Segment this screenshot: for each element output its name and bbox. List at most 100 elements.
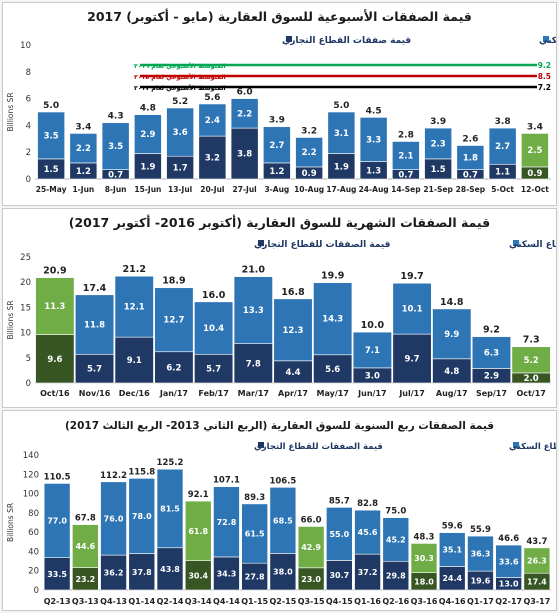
bar-residential: [471, 336, 512, 369]
bar-commercial-label: 9.7: [405, 355, 420, 365]
bar-group: 1.2 2.2 3.4 1-Jun: [69, 122, 98, 194]
bar-total-label: 92.1: [188, 490, 209, 500]
bar-group: 0.7 1.8 2.6 28-Sep: [456, 135, 486, 195]
bar-group: 4.8 9.9 14.8 Aug/17: [432, 297, 472, 398]
bar-group: 30.7 55.0 85.7 Q4-15: [326, 496, 353, 606]
bar-commercial-label: 13.0: [499, 580, 519, 589]
bar-commercial: [432, 358, 472, 384]
bar-residential: [424, 127, 452, 160]
bar-total-label: 43.7: [526, 537, 547, 547]
x-tick-label: Q4-13: [100, 597, 127, 606]
bar-commercial-label: 33.5: [47, 570, 67, 579]
bar-commercial: [134, 153, 162, 180]
x-tick-label: 3-Aug: [264, 185, 289, 194]
bar-commercial-label: 4.4: [285, 368, 300, 378]
bar-residential: [101, 122, 130, 170]
y-tick-label: 8: [26, 68, 31, 78]
y-axis-label: Billions SR: [6, 503, 15, 542]
bar-commercial: [154, 351, 194, 384]
bar-total-label: 2.6: [462, 135, 478, 145]
bar-total-label: 85.7: [329, 496, 350, 506]
x-tick-label: Q3-15: [298, 597, 325, 606]
bar-total-label: 59.6: [442, 522, 463, 532]
quarterly-chart: قيمة الصفقات ربع السنوية للسوق العقارية …: [6, 420, 556, 606]
bar-residential: [352, 331, 392, 369]
bars: 1.5 3.5 5.0 25-May 1.2 2.2 3.4 1-Jun 0.7 3.5 4.3 8-…: [36, 88, 550, 194]
bar-residential: [456, 145, 485, 170]
y-tick-label: 0: [34, 586, 39, 596]
bar-residential-label: 11.3: [44, 302, 65, 312]
bar-total-label: 2.8: [398, 130, 414, 140]
y-tick-label: 100: [23, 490, 39, 500]
y-tick-label: 0: [26, 175, 31, 185]
y-axis-label: Billions SR: [6, 92, 15, 131]
bar-residential-label: 61.8: [188, 527, 208, 536]
bar-group: 1.7 3.6 5.2 13-Jul: [166, 97, 194, 194]
bar-residential: [154, 287, 194, 353]
x-tick-label: 5-Oct: [491, 185, 514, 194]
bar-commercial: [128, 553, 156, 591]
bar-residential-label: 61.5: [245, 530, 265, 539]
bar-total-label: 10.0: [361, 320, 385, 331]
bar-group: 29.8 45.2 75.0 Q2-16: [382, 507, 409, 606]
y-tick-label: 6: [26, 95, 31, 105]
reference-lines: 9.2 المتوسط الأسبوعي لعام ٢٠١٦ 8.5 المتوسط …: [134, 61, 551, 92]
legend-swatch-commercial: [258, 442, 264, 448]
bar-residential-label: 12.3: [283, 326, 304, 336]
bar-group: 23.0 42.9 66.0 Q3-15: [298, 515, 325, 606]
bar-commercial-label: 1.2: [76, 167, 91, 177]
bar-total-label: 3.2: [301, 126, 317, 136]
bar-residential-label: 45.6: [358, 528, 378, 537]
legend-label-commercial: قيمة الصفقات للقطاع التجاري: [254, 240, 391, 250]
bar-total-label: 4.8: [140, 104, 156, 114]
bar-residential-label: 10.4: [203, 324, 224, 334]
bar-residential: [326, 507, 353, 561]
bar-residential-label: 35.1: [442, 546, 462, 555]
bar-residential-label: 10.1: [402, 305, 423, 315]
bar-total-label: 4.5: [366, 106, 382, 116]
legend-swatch-residential: [543, 36, 549, 42]
bar-residential-label: 2.2: [237, 109, 252, 119]
bar-group: 24.4 35.1 59.6 Q4-16: [439, 522, 466, 606]
bar-total-label: 46.6: [498, 534, 519, 544]
bar-group: 5.7 10.4 16.0 Feb/17: [194, 290, 234, 398]
x-tick-label: Q4-16: [439, 597, 466, 606]
bar-group: 27.8 61.5 89.3 Q1-15: [241, 493, 268, 606]
legend-label-commercial: قيمة الصفقات للقطاع التجاري: [254, 442, 383, 452]
bar-residential: [467, 535, 494, 572]
bar-commercial-label: 3.8: [237, 150, 252, 160]
y-tick-label: 2: [26, 148, 31, 158]
bar-residential: [410, 543, 438, 573]
bar-residential-label: 55.0: [329, 530, 349, 539]
legend: قيمة الصفقات للقطاع السكني قيمة الصفقات ل…: [254, 240, 556, 250]
x-tick-label: 21-Sep: [423, 185, 453, 194]
bar-total-label: 21.0: [242, 265, 266, 276]
bar-residential-label: 3.5: [108, 142, 123, 152]
bars: 33.5 77.0 110.5 Q2-13 23.2 44.6 67.8 Q3-13 36.2 7…: [44, 458, 551, 606]
bar-residential-label: 2.9: [140, 130, 155, 140]
x-tick-label: Feb/17: [198, 389, 228, 398]
x-tick-label: Apr/17: [278, 389, 308, 398]
bar-group: 38.0 68.5 106.5 Q2-15: [269, 476, 296, 606]
bar-commercial: [354, 553, 381, 591]
bar-commercial-label: 18.0: [414, 577, 434, 586]
x-tick-label: Q2-15: [269, 597, 296, 606]
bar-residential: [438, 532, 466, 567]
bar-residential: [128, 478, 156, 554]
bar-commercial-label: 27.8: [245, 573, 265, 582]
bar-total-label: 16.0: [202, 290, 226, 301]
x-tick-label: 27-Jul: [232, 185, 256, 194]
reference-value-label: 8.5: [538, 72, 551, 81]
x-tick-label: 13-Jul: [168, 185, 192, 194]
x-tick-label: Q2-14: [157, 597, 184, 606]
bar-total-label: 110.5: [44, 472, 71, 482]
bar-total-label: 106.5: [269, 476, 296, 486]
bar-group: 5.6 14.3 19.9 May/17: [313, 271, 353, 398]
bar-commercial-label: 36.2: [104, 569, 124, 578]
bar-group: 3.2 2.4 5.6 20-Jul: [198, 93, 227, 194]
bar-total-label: 5.2: [172, 97, 188, 107]
quarterly-chart-panel: قيمة الصفقات ربع السنوية للسوق العقارية …: [2, 410, 557, 611]
bar-residential-label: 1.8: [463, 154, 478, 164]
y-tick-label: 20: [20, 278, 31, 288]
reference-line-label: المتوسط الأسبوعي لعام ٢٠١٥: [134, 73, 226, 81]
